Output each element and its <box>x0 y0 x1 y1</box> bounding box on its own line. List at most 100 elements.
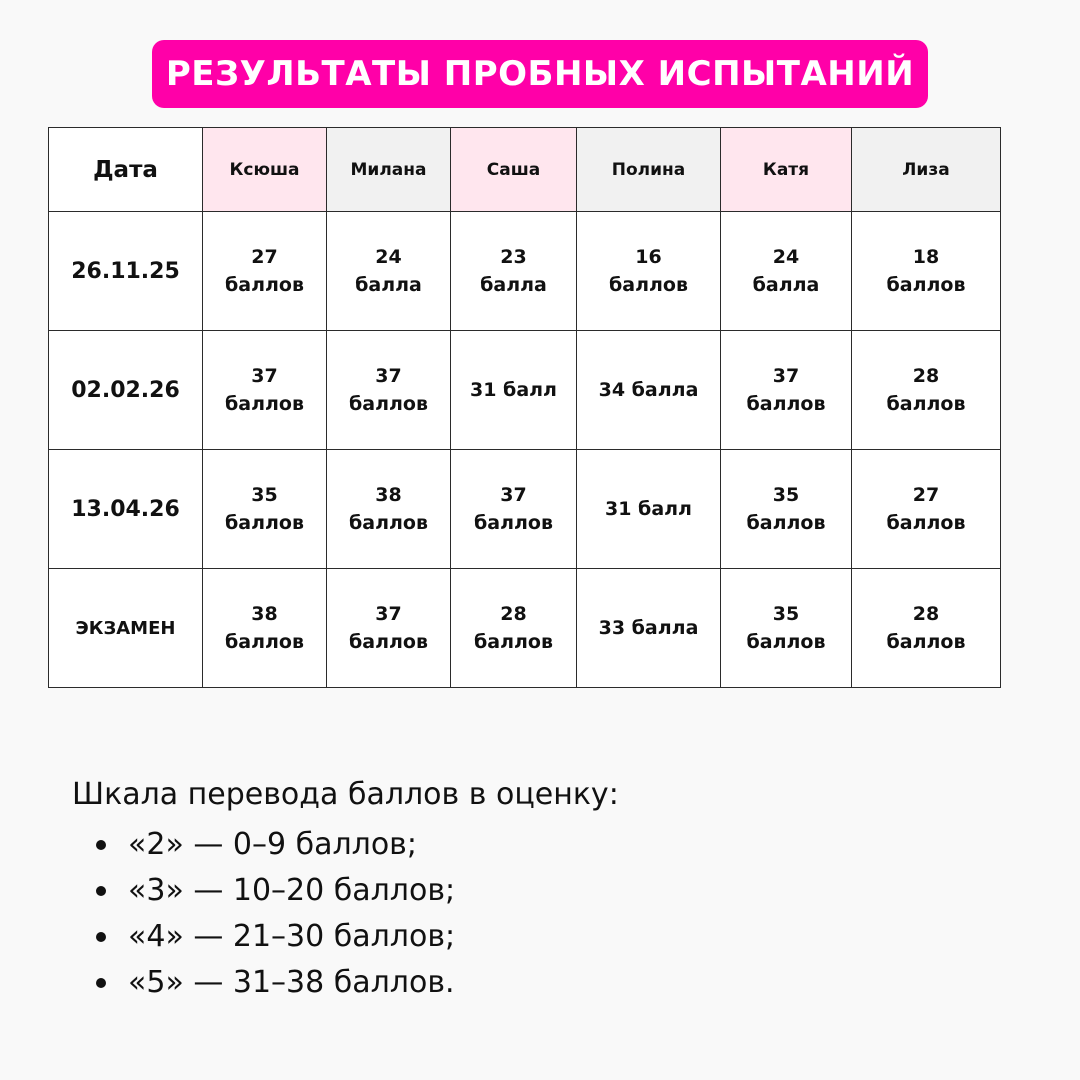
score-cell: 31 балл <box>576 449 721 569</box>
score-cell: 37 баллов <box>720 330 852 450</box>
score-text: 23 <box>500 245 527 268</box>
score-cell: 28 баллов <box>851 330 1001 450</box>
bullet-icon <box>96 840 106 850</box>
score-cell: 27 баллов <box>851 449 1001 569</box>
date-row: 13.04.26 35 баллов 38 баллов 37 баллов 31 балл 3… <box>48 449 1001 569</box>
score-cell: 35 баллов <box>720 568 852 688</box>
results-table-body: Дата Ксюша Милана Саша Полина Катя Лиза … <box>48 127 1001 688</box>
score-text: 24 <box>375 245 402 268</box>
score-text: 37 <box>500 483 527 506</box>
student-name-header: Катя <box>720 127 852 212</box>
grading-scale-item-text: «2» — 0–9 баллов; <box>128 827 417 862</box>
score-text: баллов <box>746 393 826 415</box>
score-text: баллов <box>886 274 966 296</box>
score-cell: 27 баллов <box>202 211 327 331</box>
score-cell: 37 баллов <box>450 449 577 569</box>
score-text: баллов <box>474 631 553 653</box>
score-text: 35 <box>772 483 800 506</box>
score-cell: 28 баллов <box>851 568 1001 688</box>
score-cell: 24 балла <box>720 211 852 331</box>
student-name-header: Полина <box>576 127 721 212</box>
results-table: Дата Ксюша Милана Саша Полина Катя Лиза … <box>48 127 1001 688</box>
date-column-header: Дата <box>48 127 203 212</box>
score-cell: 33 балла <box>576 568 721 688</box>
date-cell: 26.11.25 <box>48 211 203 331</box>
score-text: баллов <box>349 393 428 415</box>
score-cell: 31 балл <box>450 330 577 450</box>
score-cell: 37 баллов <box>202 330 327 450</box>
score-text: баллов <box>349 631 428 653</box>
score-text: 28 <box>912 602 940 625</box>
date-cell: 13.04.26 <box>48 449 203 569</box>
score-text: 35 <box>772 602 800 625</box>
score-text: 37 <box>772 364 800 387</box>
student-name-header: Саша <box>450 127 577 212</box>
score-text: баллов <box>349 512 428 534</box>
score-text: балла <box>355 274 422 296</box>
score-cell: 16 баллов <box>576 211 721 331</box>
score-text: балла <box>480 274 547 296</box>
score-text: баллов <box>225 274 304 296</box>
score-text: 38 <box>251 602 278 625</box>
score-text: баллов <box>886 631 966 653</box>
score-text: 33 балла <box>598 616 699 639</box>
score-text: баллов <box>746 512 826 534</box>
score-cell: 35 баллов <box>202 449 327 569</box>
grading-scale-item-text: «4» — 21–30 баллов; <box>128 919 456 954</box>
score-text: 28 <box>912 364 940 387</box>
header-row: Дата Ксюша Милана Саша Полина Катя Лиза <box>48 127 1001 212</box>
score-cell: 24 балла <box>326 211 451 331</box>
score-cell: 38 баллов <box>202 568 327 688</box>
grading-scale-list: «2» — 0–9 баллов; «3» — 10–20 баллов; «4… <box>72 822 619 1006</box>
score-cell: 18 баллов <box>851 211 1001 331</box>
student-name-header: Ксюша <box>202 127 327 212</box>
score-text: 37 <box>251 364 278 387</box>
score-text: 38 <box>375 483 402 506</box>
bullet-icon <box>96 886 106 896</box>
score-text: 37 <box>375 602 402 625</box>
title-badge: РЕЗУЛЬТАТЫ ПРОБНЫХ ИСПЫТАНИЙ <box>152 40 928 108</box>
score-text: 31 балл <box>470 378 557 401</box>
grading-scale-item: «4» — 21–30 баллов; <box>96 914 619 960</box>
grading-scale-item: «2» — 0–9 баллов; <box>96 822 619 868</box>
page-title: РЕЗУЛЬТАТЫ ПРОБНЫХ ИСПЫТАНИЙ <box>165 54 915 94</box>
student-name-header: Милана <box>326 127 451 212</box>
score-text: баллов <box>474 512 553 534</box>
score-text: 27 <box>912 483 940 506</box>
score-text: баллов <box>225 512 304 534</box>
score-text: баллов <box>609 274 688 296</box>
score-cell: 35 баллов <box>720 449 852 569</box>
score-text: баллов <box>886 512 966 534</box>
student-name-header: Лиза <box>851 127 1001 212</box>
bullet-icon <box>96 932 106 942</box>
grading-scale-item-text: «5» — 31–38 баллов. <box>128 965 455 1000</box>
exam-label: ЭКЗАМЕН <box>48 568 203 688</box>
score-text: 28 <box>500 602 527 625</box>
score-text: 37 <box>375 364 402 387</box>
score-text: 34 балла <box>598 378 699 401</box>
score-text: 24 <box>772 245 800 268</box>
score-text: 35 <box>251 483 278 506</box>
score-cell: 23 балла <box>450 211 577 331</box>
bullet-icon <box>96 978 106 988</box>
score-cell: 34 балла <box>576 330 721 450</box>
date-row: 02.02.26 37 баллов 37 баллов 31 балл 34 балла 3… <box>48 330 1001 450</box>
grading-scale-item-text: «3» — 10–20 баллов; <box>128 873 456 908</box>
date-row: 26.11.25 27 баллов 24 балла 23 балла 16 баллов 24… <box>48 211 1001 331</box>
score-text: баллов <box>225 631 304 653</box>
score-cell: 38 баллов <box>326 449 451 569</box>
score-cell: 37 баллов <box>326 568 451 688</box>
score-text: баллов <box>746 631 826 653</box>
score-text: баллов <box>886 393 966 415</box>
score-text: 27 <box>251 245 278 268</box>
score-cell: 28 баллов <box>450 568 577 688</box>
score-text: 16 <box>635 245 662 268</box>
score-text: 18 <box>912 245 940 268</box>
score-text: баллов <box>225 393 304 415</box>
score-cell: 37 баллов <box>326 330 451 450</box>
exam-row: ЭКЗАМЕН 38 баллов 37 баллов 28 баллов 33 балла 3… <box>48 568 1001 688</box>
score-text: балла <box>752 274 820 296</box>
grading-scale-item: «3» — 10–20 баллов; <box>96 868 619 914</box>
grading-scale-title: Шкала перевода баллов в оценку: <box>72 777 619 812</box>
grading-scale-item: «5» — 31–38 баллов. <box>96 960 619 1006</box>
